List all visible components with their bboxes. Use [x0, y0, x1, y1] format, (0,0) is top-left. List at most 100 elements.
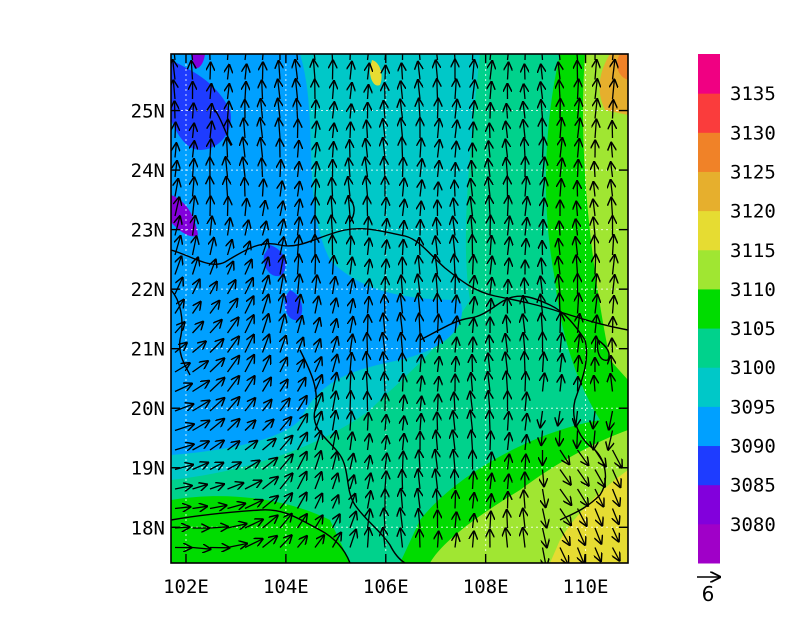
wind-vector: [506, 316, 508, 334]
wind-vector: [192, 381, 210, 393]
wind-vector: [244, 500, 263, 510]
wind-vector: [578, 99, 580, 119]
wind-vector: [192, 401, 210, 412]
wind-vector: [383, 138, 385, 158]
colorbar-swatch: [698, 367, 720, 407]
wind-vector: [245, 260, 252, 275]
wind-vector: [576, 54, 579, 61]
wind-vector: [508, 258, 510, 275]
wind-vectors: [173, 54, 622, 563]
wind-vector: [209, 505, 227, 508]
wind-vector: [525, 197, 527, 217]
wind-vector: [279, 119, 281, 139]
wind-vector: [295, 60, 297, 80]
wind-vector: [298, 359, 304, 373]
wind-vector: [436, 489, 437, 509]
wind-vector: [437, 79, 438, 100]
wind-vector: [403, 452, 404, 470]
wind-vector: [576, 255, 577, 275]
wind-vector: [280, 219, 284, 236]
colorbar-swatch: [698, 93, 720, 133]
colorbar-label: 3090: [730, 436, 776, 458]
wind-vector: [436, 60, 438, 80]
wind-vector: [174, 404, 193, 412]
wind-vector: [401, 81, 403, 100]
wind-vector: [244, 398, 255, 412]
wind-vector: [594, 469, 605, 487]
wind-vector: [349, 54, 351, 61]
wind-vector: [366, 121, 367, 139]
wind-vector: [577, 430, 578, 448]
wind-vector: [403, 240, 404, 256]
wind-vector: [279, 493, 292, 509]
wind-vector: [350, 140, 351, 158]
wind-vector: [543, 138, 544, 158]
wind-vector: [209, 484, 224, 489]
y-tick-label: 22N: [131, 279, 165, 301]
wind-vector: [455, 100, 457, 119]
wind-vector: [490, 452, 492, 470]
wind-vector: [401, 489, 403, 509]
wind-vector: [298, 162, 300, 178]
wind-vector: [192, 361, 208, 373]
wind-vector: [173, 60, 175, 80]
wind-vector: [368, 85, 369, 100]
wind-vector: [593, 410, 595, 428]
reference-vector: 6: [697, 577, 720, 606]
wind-vector: [314, 393, 322, 412]
wind-vector: [490, 82, 492, 100]
wind-vector: [420, 180, 422, 197]
wind-vector: [227, 544, 248, 548]
wind-vector: [298, 217, 300, 236]
colorbar-swatch: [698, 328, 720, 368]
wind-vector: [471, 216, 473, 236]
wind-vector: [403, 200, 405, 217]
wind-vector: [543, 353, 544, 373]
wind-vector: [263, 257, 269, 275]
wind-vector: [541, 82, 543, 100]
wind-vector: [594, 508, 602, 526]
wind-vector: [368, 297, 370, 314]
wind-vector: [454, 393, 455, 412]
wind-vector: [191, 279, 200, 295]
wind-vector: [210, 104, 212, 119]
contour-region-green: [400, 54, 628, 563]
x-tick-label: 108E: [463, 576, 509, 598]
wind-vector: [453, 217, 455, 236]
wind-vector: [245, 54, 247, 61]
wind-vector: [210, 121, 212, 139]
wind-vector: [244, 296, 254, 314]
wind-vector: [418, 294, 420, 314]
wind-vector: [175, 101, 176, 119]
wind-vector: [419, 238, 420, 256]
wind-vector: [559, 469, 571, 485]
wind-vector: [279, 473, 293, 490]
wind-vector: [402, 470, 403, 490]
wind-vector: [505, 334, 507, 353]
wind-vector: [175, 179, 178, 197]
wind-vector: [174, 465, 193, 470]
wind-vector: [333, 373, 337, 392]
wind-vector: [385, 240, 387, 256]
wind-vector: [543, 547, 547, 563]
wind-vector: [384, 373, 385, 392]
wind-vector: [174, 424, 194, 432]
wind-vector: [331, 196, 332, 217]
colorbar-label: 3105: [730, 318, 776, 340]
wind-vector: [262, 458, 278, 471]
colorbar-label: 3120: [730, 201, 776, 223]
wind-vector: [210, 196, 211, 217]
wind-vector: [314, 412, 322, 431]
wind-vector: [333, 319, 337, 334]
wind-vector: [594, 236, 595, 256]
wind-vector: [490, 257, 492, 275]
wind-vector: [508, 474, 509, 490]
wind-vector: [280, 358, 287, 373]
wind-vector: [191, 302, 201, 314]
wind-vector: [244, 481, 262, 490]
wind-vector: [470, 392, 472, 412]
wind-vector: [350, 454, 354, 470]
wind-vector: [174, 384, 192, 393]
wind-vector: [210, 84, 211, 100]
wind-vector: [244, 376, 255, 392]
